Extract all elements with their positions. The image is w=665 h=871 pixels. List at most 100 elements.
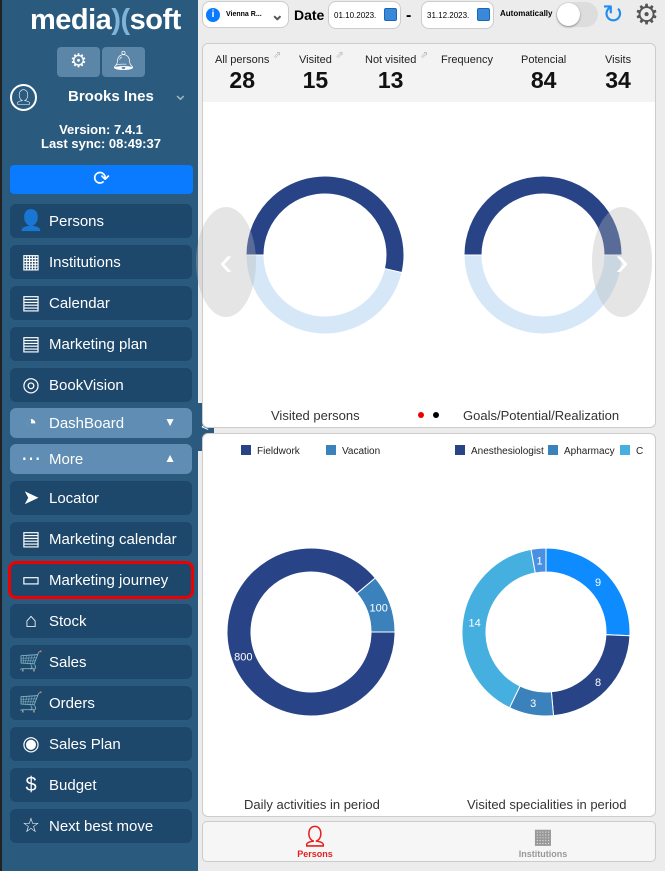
tab-persons[interactable]: 👤︎ Persons bbox=[255, 825, 375, 859]
refresh-icon[interactable]: ↻ bbox=[602, 0, 624, 29]
date-to-value: 31.12.2023. bbox=[427, 11, 470, 20]
chevron-down-icon: ⌄ bbox=[172, 84, 188, 104]
user-selector[interactable]: 👤︎ Brooks Ines ⌄ bbox=[10, 84, 192, 111]
calendar-icon: ▤ bbox=[21, 292, 41, 314]
data-label: 14 bbox=[469, 617, 481, 629]
automatically-toggle[interactable] bbox=[556, 2, 598, 27]
sidebar-item-stock[interactable]: ⌂ Stock bbox=[10, 604, 192, 638]
stat-frequency: Frequency bbox=[441, 54, 493, 66]
sidebar-item-budget[interactable]: $ Budget bbox=[10, 768, 192, 802]
donut-slice[interactable] bbox=[356, 577, 396, 633]
notifications-button[interactable]: 🔔︎ bbox=[102, 47, 145, 77]
external-link-icon[interactable]: ⇗ bbox=[273, 50, 282, 61]
calendar-icon bbox=[477, 8, 490, 21]
sidebar: media)(soft ⚙ 🔔︎ 👤︎ Brooks Ines ⌄ Versio… bbox=[0, 0, 198, 871]
stat-visits: Visits 34 bbox=[605, 54, 632, 93]
sidebar-item-bookvision[interactable]: ◎ BookVision bbox=[10, 368, 192, 402]
sidebar-item-sales[interactable]: 🛒 Sales bbox=[10, 645, 192, 679]
gear-icon: ⚙ bbox=[69, 51, 88, 72]
data-label: 8 bbox=[595, 677, 601, 689]
person-icon: 👤︎ bbox=[302, 826, 328, 848]
legend-item: C bbox=[620, 445, 655, 457]
location-value: Vienna R... bbox=[226, 11, 262, 18]
donut-slice[interactable] bbox=[545, 547, 631, 637]
data-label: 800 bbox=[234, 652, 252, 664]
sidebar-item-label: Marketing journey bbox=[49, 572, 169, 589]
sidebar-item-marketing-journey[interactable]: ▭ Marketing journey bbox=[8, 561, 194, 599]
data-label: 3 bbox=[530, 698, 536, 710]
marketing-journey-icon: ▭ bbox=[21, 569, 41, 591]
stat-visited[interactable]: Visited ⇗ 15 bbox=[299, 50, 344, 93]
date-from-value: 01.10.2023. bbox=[334, 11, 377, 20]
avatar-icon: 👤︎ bbox=[10, 84, 37, 111]
bottom-tab-bar: 👤︎ Persons ▦ Institutions bbox=[202, 821, 656, 862]
sidebar-item-institutions[interactable]: ▦ Institutions bbox=[10, 245, 192, 279]
gear-icon[interactable]: ⚙ bbox=[634, 0, 660, 30]
sidebar-item-persons[interactable]: 👤 Persons bbox=[10, 204, 192, 238]
next-best-move-icon: ☆ bbox=[22, 815, 40, 837]
settings-button[interactable]: ⚙ bbox=[57, 47, 100, 77]
summary-card bbox=[202, 43, 656, 428]
donut-slice[interactable] bbox=[226, 547, 396, 717]
sidebar-item-label: BookVision bbox=[49, 377, 124, 394]
sidebar-item-label: DashBoard bbox=[49, 415, 125, 432]
institutions-icon: ▦ bbox=[21, 251, 41, 273]
donut-slice[interactable] bbox=[245, 175, 405, 274]
user-name: Brooks Ines bbox=[68, 88, 154, 105]
donut-slice[interactable] bbox=[245, 254, 403, 335]
sync-button[interactable]: ⟳ bbox=[10, 165, 193, 194]
chart-title: Visited specialities in period bbox=[467, 797, 627, 812]
external-link-icon[interactable]: ⇗ bbox=[335, 50, 344, 61]
sidebar-item-dashboard[interactable]: ◔ DashBoard ▼ bbox=[10, 408, 192, 438]
carousel-next-button[interactable]: › bbox=[592, 207, 652, 317]
sidebar-item-more[interactable]: ⋯ More ▲ bbox=[10, 444, 192, 474]
stat-not-visited[interactable]: Not visited ⇗ 13 bbox=[365, 50, 429, 93]
marketing-plan-icon: ▤ bbox=[21, 333, 41, 355]
donut-slice[interactable] bbox=[550, 634, 631, 717]
legend-item: Fieldwork bbox=[241, 445, 300, 457]
chart-title: Visited persons bbox=[271, 408, 360, 423]
stat-all-persons[interactable]: All persons ⇗ 28 bbox=[215, 50, 282, 93]
date-from-field[interactable]: 01.10.2023. bbox=[328, 1, 401, 29]
date-to-field[interactable]: 31.12.2023. bbox=[421, 1, 494, 29]
locator-icon: ➤ bbox=[22, 487, 40, 509]
carousel-dot[interactable] bbox=[433, 412, 439, 418]
donut-slice[interactable] bbox=[530, 547, 547, 574]
sidebar-item-locator[interactable]: ➤ Locator bbox=[10, 481, 192, 515]
carousel-dot-active[interactable] bbox=[418, 412, 424, 418]
sidebar-item-label: Orders bbox=[49, 695, 95, 712]
data-label: 9 bbox=[595, 577, 601, 589]
sidebar-item-label: Calendar bbox=[49, 295, 110, 312]
chart-title: Goals/Potential/Realization bbox=[463, 408, 620, 423]
sidebar-item-orders[interactable]: 🛒 Orders bbox=[10, 686, 192, 720]
sidebar-item-label: Persons bbox=[49, 213, 105, 230]
sidebar-item-sales-plan[interactable]: ◉ Sales Plan bbox=[10, 727, 192, 761]
external-link-icon[interactable]: ⇗ bbox=[419, 50, 429, 61]
carousel-prev-button[interactable]: ‹ bbox=[196, 207, 256, 317]
version-info: Version: 7.4.1 Last sync: 08:49:37 bbox=[41, 122, 161, 151]
legend-item: Apharmacy bbox=[548, 445, 615, 457]
sidebar-item-label: Institutions bbox=[49, 254, 121, 271]
sidebar-item-label: More bbox=[49, 451, 84, 468]
sidebar-item-marketing-plan[interactable]: ▤ Marketing plan bbox=[10, 327, 192, 361]
triangle-down-icon: ▼ bbox=[164, 415, 176, 429]
more-icon: ⋯ bbox=[21, 448, 41, 470]
dashboard-icon: ◔ bbox=[24, 412, 38, 434]
donut-slice[interactable] bbox=[463, 254, 623, 335]
location-select[interactable]: i Vienna R... ⌄ bbox=[202, 1, 289, 28]
tab-institutions[interactable]: ▦ Institutions bbox=[483, 825, 603, 859]
stats-row: All persons ⇗ 28 Visited ⇗ 15 Not visited ⇗ 13 Fr… bbox=[203, 44, 655, 102]
calendar-icon bbox=[384, 8, 397, 21]
sidebar-item-calendar[interactable]: ▤ Calendar bbox=[10, 286, 192, 320]
sidebar-item-marketing-calendar[interactable]: ▤ Marketing calendar bbox=[10, 522, 192, 556]
legend-item: Anesthesiologist bbox=[455, 445, 544, 457]
sidebar-item-label: Marketing plan bbox=[49, 336, 148, 353]
sidebar-item-next-best-move[interactable]: ☆ Next best move bbox=[10, 809, 192, 843]
orders-icon: 🛒 bbox=[18, 692, 44, 714]
charts-card bbox=[202, 433, 656, 817]
date-separator: - bbox=[406, 7, 412, 24]
persons-icon: 👤 bbox=[18, 210, 44, 232]
bookvision-icon: ◎ bbox=[22, 374, 40, 396]
date-label: Date bbox=[294, 7, 325, 23]
